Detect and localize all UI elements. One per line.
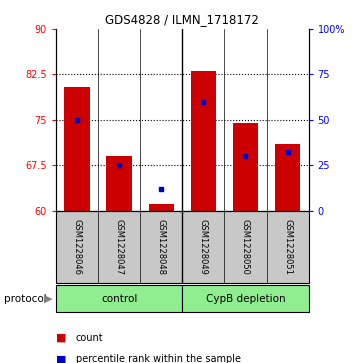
Title: GDS4828 / ILMN_1718172: GDS4828 / ILMN_1718172 — [105, 13, 259, 26]
Text: GSM1228048: GSM1228048 — [157, 219, 166, 275]
Bar — [106, 156, 132, 211]
Text: percentile rank within the sample: percentile rank within the sample — [76, 354, 241, 363]
Text: ▶: ▶ — [44, 294, 53, 303]
Text: GSM1228051: GSM1228051 — [283, 219, 292, 275]
Text: GSM1228047: GSM1228047 — [115, 219, 123, 275]
Bar — [149, 204, 174, 211]
Text: control: control — [101, 294, 137, 303]
Text: count: count — [76, 333, 104, 343]
Text: CypB depletion: CypB depletion — [206, 294, 285, 303]
Bar — [191, 72, 216, 211]
Text: GSM1228050: GSM1228050 — [241, 219, 250, 275]
Text: ■: ■ — [56, 333, 66, 343]
Text: protocol: protocol — [4, 294, 46, 303]
Bar — [64, 86, 90, 211]
Bar — [182, 285, 309, 313]
Bar — [275, 144, 300, 211]
Bar — [56, 285, 182, 313]
Text: ■: ■ — [56, 354, 66, 363]
Bar — [233, 123, 258, 211]
Text: GSM1228046: GSM1228046 — [73, 219, 82, 275]
Text: GSM1228049: GSM1228049 — [199, 219, 208, 275]
